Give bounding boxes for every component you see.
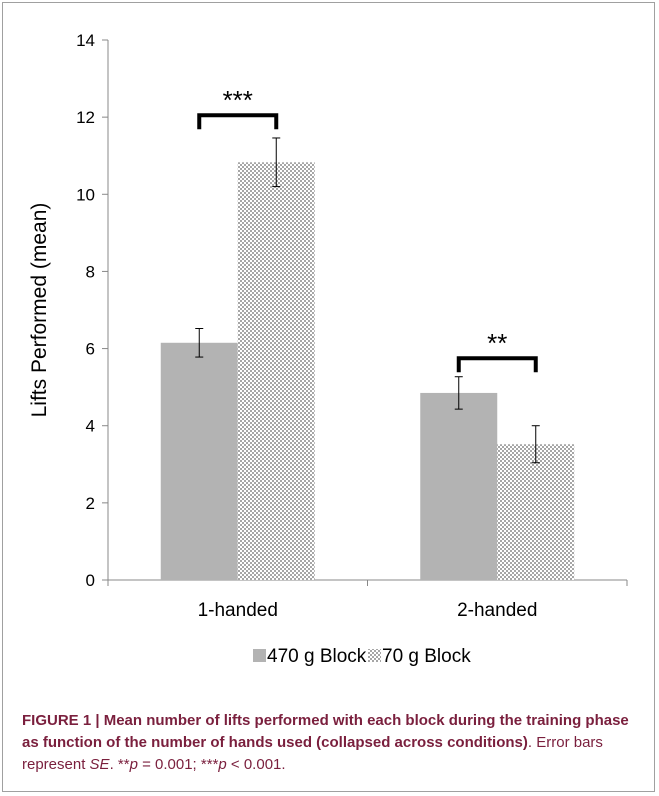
legend-swatch xyxy=(253,649,266,662)
error-bar xyxy=(195,328,204,358)
y-tick-label: 8 xyxy=(86,262,95,281)
y-tick-label: 14 xyxy=(76,31,95,50)
legend: 470 g Block 70 g Block xyxy=(253,646,471,667)
significance-annotations: ***** xyxy=(197,85,538,373)
caption-text-2: . ** xyxy=(109,756,130,773)
error-bar xyxy=(531,425,540,464)
caption-text-1: . Error bars represent xyxy=(22,734,603,773)
y-tick-label: 6 xyxy=(86,340,95,359)
y-tick-label: 4 xyxy=(86,417,95,436)
caption-title: Mean number of lifts performed with each… xyxy=(22,712,629,751)
significance-bracket xyxy=(197,113,279,130)
y-tick-label: 0 xyxy=(86,571,95,590)
error-bar xyxy=(272,137,281,188)
caption-se: SE xyxy=(89,756,110,773)
significance-label: *** xyxy=(223,85,253,115)
legend-label: 470 g Block xyxy=(267,646,367,667)
x-category-label: 1-handed xyxy=(198,600,278,621)
x-category-label: 2-handed xyxy=(457,600,537,621)
figure-caption: FIGURE 1 | Mean number of lifts performe… xyxy=(22,710,644,776)
significance-bracket xyxy=(456,356,538,373)
y-tick-label: 2 xyxy=(86,494,95,513)
bar xyxy=(420,392,498,580)
caption-text-4: < 0.001. xyxy=(226,756,286,773)
y-tick-label: 10 xyxy=(76,185,95,204)
significance-label: ** xyxy=(487,328,507,358)
bars: 1-handed 2-handed xyxy=(160,137,575,621)
legend-label: 70 g Block xyxy=(382,646,471,667)
bar-chart: 0 2 4 6 8 10 12 14 Lifts Performed (mean) 1-hand… xyxy=(28,31,628,667)
error-bar xyxy=(454,376,463,410)
y-axis-label: Lifts Performed (mean) xyxy=(28,203,51,418)
caption-figure-label: FIGURE 1 | xyxy=(22,712,104,729)
legend-swatch xyxy=(368,649,381,662)
bar xyxy=(497,444,575,580)
caption-text-3: = 0.001; *** xyxy=(137,756,219,773)
caption-p2: p xyxy=(218,756,227,773)
axes: 0 2 4 6 8 10 12 14 Lifts Performed (mean) xyxy=(28,31,628,590)
bar xyxy=(237,162,315,580)
y-tick-label: 12 xyxy=(76,108,95,127)
caption-p1: p xyxy=(129,756,138,773)
bar xyxy=(160,342,238,580)
